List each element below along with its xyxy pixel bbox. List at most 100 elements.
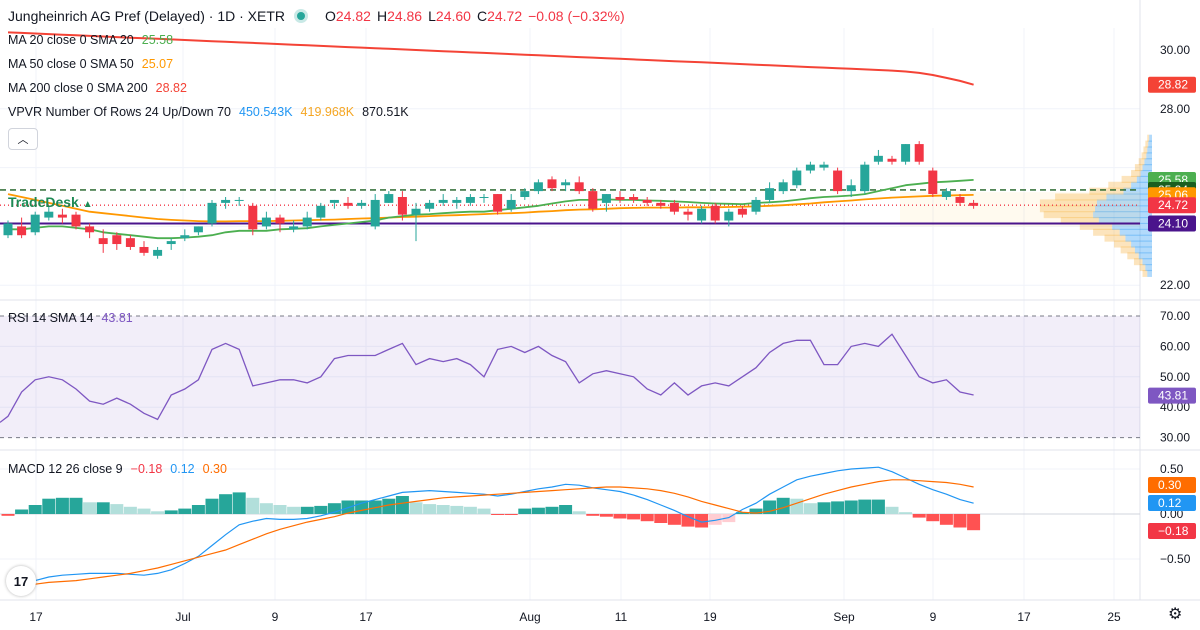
- vpvr-up-bar: [1134, 246, 1152, 254]
- macd-histogram-bar: [69, 497, 83, 514]
- macd-histogram-bar: [287, 506, 301, 514]
- legend-macd-hist: −0.18: [130, 462, 163, 476]
- legend-ma20[interactable]: MA 20 close 0 SMA 20 25.58: [8, 33, 173, 47]
- candle-body: [778, 182, 788, 192]
- time-axis-tick: 17: [359, 610, 373, 624]
- ma200-line: [7, 31, 974, 86]
- tradingview-logo-icon[interactable]: 17: [6, 566, 36, 596]
- candle-body: [765, 188, 775, 200]
- candle-body: [180, 235, 190, 239]
- macd-histogram-bar: [871, 499, 885, 514]
- legend-ma50[interactable]: MA 50 close 0 SMA 50 25.07: [8, 57, 173, 71]
- macd-value-box: [1148, 523, 1196, 539]
- macd-histogram-bar: [518, 508, 532, 514]
- vpvr-up-bar: [1106, 193, 1152, 201]
- candle-body: [384, 194, 394, 203]
- candle-body: [887, 158, 897, 162]
- time-axis-tick: 25: [1107, 610, 1121, 624]
- vpvr-down-bar: [1141, 152, 1147, 160]
- macd-value-box: [1148, 477, 1196, 493]
- macd-value-text: 0.30: [1158, 478, 1182, 492]
- price-label-box: [1148, 197, 1196, 214]
- macd-histogram-bar: [219, 494, 233, 514]
- time-axis-tick: 9: [272, 610, 279, 624]
- candle-body: [792, 170, 802, 186]
- vpvr-down-bar: [1104, 234, 1126, 242]
- macd-histogram-bar: [627, 514, 641, 520]
- macd-histogram-bar: [327, 503, 341, 514]
- macd-histogram-bar: [654, 514, 668, 523]
- rsi-axis-tick: 70.00: [1160, 309, 1190, 323]
- rsi-axis-tick: 30.00: [1160, 431, 1190, 445]
- candle-body: [941, 191, 951, 197]
- vpvr-down-bar: [1114, 240, 1132, 248]
- candle-body: [329, 199, 339, 203]
- macd-histogram-bar: [831, 501, 845, 514]
- candle-body: [153, 249, 163, 256]
- legend-vpvr[interactable]: VPVR Number Of Rows 24 Up/Down 70 450.543…: [8, 105, 409, 119]
- candle-body: [669, 202, 679, 212]
- macd-histogram-bar: [450, 505, 464, 514]
- candle-body: [860, 164, 870, 192]
- price-axis-tick: 30.00: [1160, 43, 1190, 57]
- vpvr-up-bar: [1112, 222, 1152, 230]
- legend-rsi[interactable]: RSI 14 SMA 14 43.81: [8, 311, 133, 325]
- macd-histogram-bar: [735, 512, 749, 514]
- macd-histogram-bar: [164, 510, 178, 514]
- candle-body: [506, 199, 516, 209]
- candle-body: [193, 226, 203, 233]
- rsi-axis-tick: 50.00: [1160, 370, 1190, 384]
- macd-histogram-bar: [559, 505, 573, 514]
- rsi-axis-tick: 40.00: [1160, 400, 1190, 414]
- symbol-header[interactable]: Jungheinrich AG Pref (Delayed) · 1D · XE…: [8, 8, 625, 24]
- macd-histogram-bar: [967, 514, 981, 531]
- macd-histogram-bar: [259, 503, 273, 514]
- candle-body: [683, 211, 693, 215]
- candle-body: [71, 214, 81, 227]
- macd-histogram-bar: [477, 508, 491, 514]
- vpvr-up-bar: [1095, 205, 1152, 213]
- candle-body: [85, 226, 95, 233]
- macd-histogram-bar: [151, 511, 165, 514]
- macd-histogram-bar: [246, 497, 260, 514]
- legend-macd[interactable]: MACD 12 26 close 9 −0.18 0.12 0.30: [8, 462, 227, 476]
- macd-histogram-bar: [55, 497, 69, 514]
- legend-ma200[interactable]: MA 200 close 0 SMA 200 28.82: [8, 81, 187, 95]
- macd-histogram-bar: [708, 514, 722, 525]
- macd-histogram-bar: [912, 514, 926, 518]
- gear-icon[interactable]: ⚙: [1168, 606, 1183, 623]
- candle-body: [44, 211, 54, 218]
- candle-body: [57, 214, 67, 218]
- candle-body: [357, 202, 367, 206]
- macd-histogram-bar: [749, 508, 763, 514]
- candle-body: [3, 223, 13, 236]
- macd-histogram-bar: [110, 504, 124, 514]
- price-label-text: 24.72: [1158, 198, 1188, 212]
- vpvr-up-bar: [1098, 217, 1152, 225]
- candle-body: [574, 182, 584, 192]
- candle-body: [642, 199, 652, 203]
- vpvr-up-bar: [1125, 234, 1152, 242]
- vpvr-down-bar: [1127, 252, 1139, 260]
- vpvr-down-bar: [1142, 269, 1148, 277]
- candle-body: [629, 197, 639, 200]
- ohlc-low: 24.60: [435, 8, 471, 24]
- vpvr-up-bar: [1136, 175, 1152, 183]
- candle-body: [520, 191, 530, 197]
- collapse-legend-button[interactable]: ︿: [8, 128, 38, 150]
- candle-body: [30, 214, 40, 233]
- legend-ma50-label: MA 50 close 0 SMA 50: [8, 57, 134, 71]
- vpvr-up-bar: [1144, 158, 1152, 166]
- time-axis-tick: Aug: [519, 610, 540, 624]
- candle-body: [724, 211, 734, 221]
- symbol-title[interactable]: Jungheinrich AG Pref (Delayed) · 1D · XE…: [8, 8, 285, 24]
- ohlc-close: 24.72: [487, 8, 523, 24]
- time-axis-tick: 11: [615, 610, 628, 624]
- macd-histogram-bar: [314, 505, 328, 514]
- macd-histogram-bar: [28, 505, 42, 514]
- macd-histogram-bar: [817, 502, 831, 514]
- signal-line: [7, 479, 974, 587]
- vpvr-down-bar: [1055, 193, 1107, 201]
- macd-histogram-bar: [15, 509, 29, 514]
